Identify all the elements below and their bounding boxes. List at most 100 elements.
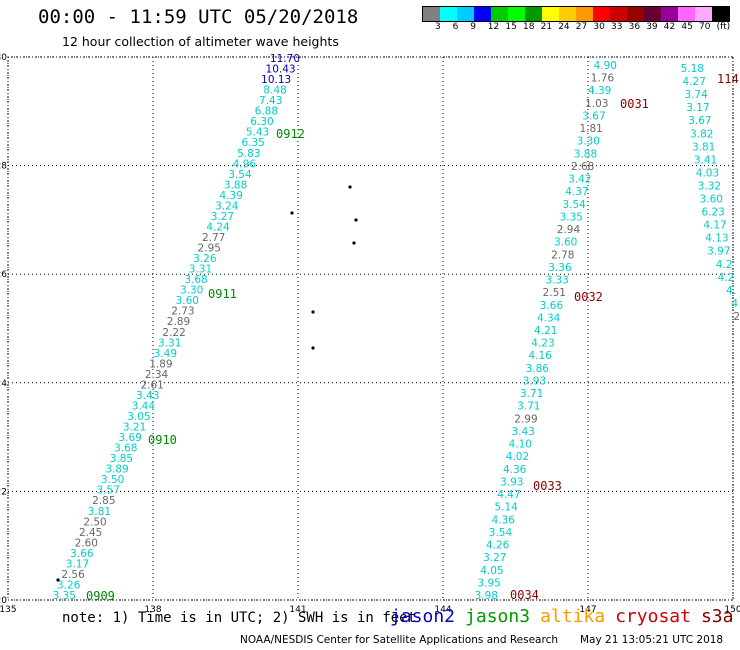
colorbar-label: 18 — [523, 22, 535, 32]
swh-label: 3.27 — [483, 552, 506, 564]
x-tick-label: 144 — [434, 605, 451, 615]
swh-label: 2.94 — [557, 224, 581, 236]
swh-label: 3.33 — [545, 275, 568, 287]
swh-label: 10.43 — [266, 64, 296, 76]
colorbar-swatch — [627, 7, 644, 21]
swh-label: 3.81 — [88, 506, 111, 518]
swh-label: 2.78 — [551, 249, 574, 261]
colorbar-swatch — [559, 7, 576, 21]
swh-label: 4.13 — [705, 233, 728, 245]
swh-label: 3.32 — [698, 180, 721, 192]
colorbar-label: 24 — [558, 22, 570, 32]
colorbar-label: (ft) — [716, 22, 731, 32]
colorbar-swatch — [440, 7, 457, 21]
colorbar-swatch — [610, 7, 627, 21]
swh-label: 2.99 — [514, 413, 537, 425]
swh-label: 2.34 — [145, 369, 169, 381]
swh-label: 8.48 — [263, 85, 286, 97]
island-speck — [290, 211, 294, 215]
credit-text: NOAA/NESDIS Center for Satellite Applica… — [240, 634, 558, 646]
footer-note: note: 1) Time is in UTC; 2) SWH is in fe… — [62, 610, 417, 626]
swh-label: 4.03 — [696, 167, 719, 179]
swh-label: 3.95 — [477, 577, 500, 589]
island-speck — [311, 310, 315, 314]
colorbar-label: 21 — [540, 22, 553, 32]
time-marker: 0033 — [533, 479, 562, 493]
swh-label: 4.21 — [534, 325, 557, 337]
swh-label: 3.81 — [692, 141, 715, 153]
swh-label: 3.69 — [118, 432, 141, 444]
colorbar-label: 30 — [593, 22, 605, 32]
swh-label: 6.30 — [250, 116, 273, 128]
colorbar-label: 27 — [575, 22, 588, 32]
colorbar-label: 33 — [611, 22, 623, 32]
colorbar-swatch — [661, 7, 678, 21]
swh-label: 4.39 — [220, 190, 243, 202]
x-tick-label: 135 — [0, 605, 17, 615]
island-speck — [354, 218, 358, 222]
map-subtitle: 12 hour collection of altimeter wave hei… — [62, 34, 339, 49]
swh-label: 2.56 — [61, 569, 85, 581]
island-speck — [56, 578, 60, 582]
swh-label: 1.81 — [579, 123, 602, 135]
swh-label: 2.85 — [92, 495, 115, 507]
swh-label: 3.74 — [684, 89, 708, 101]
colorbar-label: 70 — [699, 22, 711, 32]
y-tick-label: 30 — [0, 53, 7, 63]
wave-height-colorbar — [422, 6, 730, 22]
swh-label: 3.60 — [176, 295, 199, 307]
swh-label: 3.50 — [101, 474, 124, 486]
swh-label: 3.35 — [560, 211, 583, 223]
swh-label: 4.47 — [497, 489, 520, 501]
colorbar-swatch — [644, 7, 661, 21]
colorbar-swatch — [542, 7, 559, 21]
swh-label: 1.89 — [149, 358, 172, 370]
swh-label: 5.83 — [237, 148, 260, 160]
time-marker: 0911 — [208, 287, 237, 301]
swh-label: 3.30 — [180, 285, 203, 297]
swh-label: 3.36 — [548, 262, 572, 274]
legend-jason3: jason3 — [465, 606, 531, 627]
swh-label: 3.26 — [57, 579, 81, 591]
colorbar-swatch — [423, 7, 440, 21]
swh-label: 3.67 — [582, 110, 605, 122]
map-frame — [7, 56, 734, 601]
time-marker: 0910 — [148, 433, 177, 447]
swh-label: 2.95 — [198, 243, 221, 255]
swh-label: 4.96 — [233, 158, 257, 170]
colorbar-label: 42 — [663, 22, 676, 32]
colorbar-swatch — [474, 7, 491, 21]
swh-label: 5.43 — [246, 127, 269, 139]
colorbar-labels: 3 6 9 12 15 18 21 24 27 30 33 36 39 42 45 70 (ft) — [422, 22, 740, 34]
swh-label: 2 — [733, 311, 740, 323]
swh-label: 4.05 — [480, 565, 503, 577]
swh-label: 4.27 — [683, 76, 706, 88]
swh-label: 3.31 — [189, 264, 212, 276]
swh-label: 3.71 — [517, 401, 540, 413]
swh-label: 3.54 — [562, 199, 586, 211]
swh-label: 4.2 — [718, 272, 735, 284]
swh-label: 3.21 — [123, 422, 146, 434]
swh-label: 3.60 — [554, 237, 577, 249]
x-tick-label: 147 — [579, 605, 596, 615]
swh-label: 3.68 — [114, 443, 137, 455]
swh-label: 3.97 — [707, 246, 730, 258]
swh-label: 3.41 — [694, 154, 717, 166]
swh-label: 3.68 — [184, 274, 207, 286]
swh-label: 10.13 — [261, 74, 291, 86]
swh-label: 2.51 — [543, 287, 566, 299]
swh-label: 3.05 — [127, 411, 150, 423]
y-tick-label: 22 — [0, 487, 7, 497]
map-title: 00:00 - 11:59 UTC 05/20/2018 — [38, 6, 359, 28]
swh-label: 3.26 — [193, 253, 217, 265]
swh-label: 3.30 — [577, 136, 600, 148]
swh-label: 6.88 — [255, 106, 278, 118]
swh-label: 3.88 — [224, 179, 247, 191]
legend-altika: altika — [540, 606, 606, 627]
swh-label: 4.24 — [206, 221, 230, 233]
time-marker: 0031 — [620, 97, 649, 111]
island-speck — [348, 185, 352, 189]
colorbar-label: 3 — [435, 22, 441, 32]
swh-label: 11.70 — [270, 53, 300, 65]
swh-label: 2.22 — [162, 327, 185, 339]
